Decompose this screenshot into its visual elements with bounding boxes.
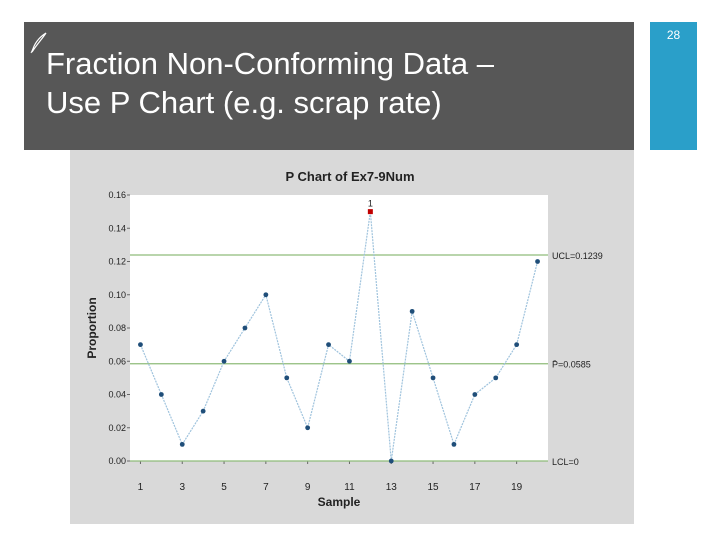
data-point <box>200 408 206 414</box>
data-point <box>263 292 269 298</box>
data-point <box>409 308 415 314</box>
data-point <box>284 375 290 381</box>
data-point <box>388 458 394 464</box>
x-tick-label: 5 <box>221 482 227 493</box>
data-point <box>305 425 311 431</box>
data-point <box>347 358 352 364</box>
data-point <box>451 441 457 447</box>
accent-bar <box>650 22 697 150</box>
chart-title: P Chart of Ex7-9Num <box>285 169 414 184</box>
plot-area <box>130 195 548 461</box>
leaf-icon <box>30 32 47 54</box>
y-axis-label: Proportion <box>85 297 99 358</box>
title-bar <box>24 22 634 150</box>
x-tick-label: 13 <box>386 482 398 493</box>
x-tick-label: 15 <box>427 482 439 493</box>
control-limit-label: P̄=0.0585 <box>552 360 591 370</box>
y-tick-label: 0.00 <box>108 456 126 466</box>
slide-title: Fraction Non-Conforming Data – Use P Cha… <box>46 44 626 122</box>
x-tick-label: 7 <box>263 482 269 493</box>
y-tick-label: 0.04 <box>108 390 126 400</box>
data-point <box>242 325 248 331</box>
slide-title-line-2: Use P Chart (e.g. scrap rate) <box>46 85 442 120</box>
data-point <box>221 358 227 364</box>
x-tick-label: 17 <box>469 482 481 493</box>
data-point <box>430 375 436 381</box>
y-tick-label: 0.10 <box>108 290 126 300</box>
p-chart: P Chart of Ex7-9Num Proportion Sample 0.00 0… <box>85 169 603 509</box>
data-point <box>514 342 520 348</box>
slide-title-line-1: Fraction Non-Conforming Data – <box>46 46 494 81</box>
y-tick-label: 0.08 <box>108 323 126 333</box>
data-point <box>326 342 331 348</box>
y-tick-label: 0.06 <box>108 356 126 366</box>
y-tick-label: 0.12 <box>108 257 126 267</box>
control-limit-label: LCL=0 <box>552 457 579 467</box>
out-of-control-label: 1 <box>368 199 373 209</box>
data-point <box>179 441 185 447</box>
x-tick-label: 9 <box>305 482 311 493</box>
x-tick-label: 11 <box>344 482 355 493</box>
data-point <box>138 342 143 348</box>
slide-number: 28 <box>666 28 681 42</box>
data-point <box>493 375 499 381</box>
x-tick-label: 19 <box>511 482 523 493</box>
control-limit-label: UCL=0.1239 <box>552 251 603 261</box>
x-axis-label: Sample <box>318 495 361 509</box>
chart-panel: P Chart of Ex7-9Num Proportion Sample 0.00 0… <box>70 150 634 524</box>
y-tick-label: 0.16 <box>108 190 126 200</box>
out-of-control-point <box>367 209 373 215</box>
data-point <box>472 392 478 397</box>
series-line <box>139 211 539 462</box>
data-point <box>158 392 164 397</box>
x-tick-label: 1 <box>138 482 144 493</box>
y-tick-label: 0.02 <box>108 423 126 433</box>
y-tick-label: 0.14 <box>108 223 126 233</box>
data-point <box>535 259 540 264</box>
x-tick-label: 3 <box>179 482 185 493</box>
